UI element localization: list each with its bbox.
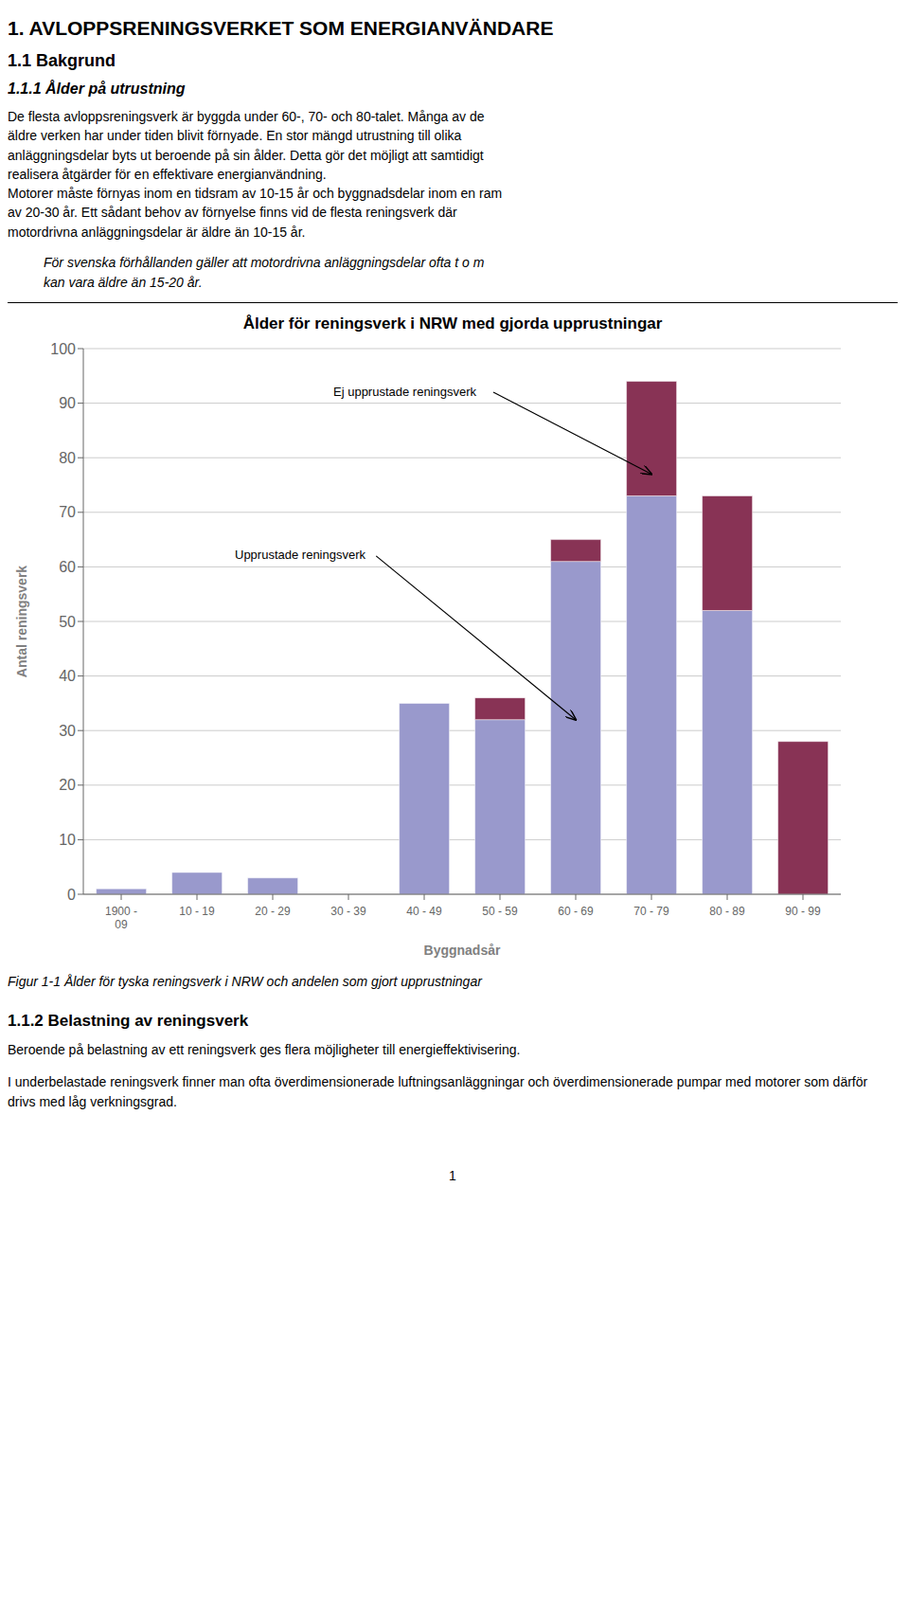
svg-text:80 - 89: 80 - 89 [709,904,746,918]
svg-text:30: 30 [58,722,76,739]
html-text:För svenska förhållanden gälle: För svenska förhållanden gäller att moto… [43,254,485,290]
svg-text:60 - 69: 60 - 69 [557,904,594,918]
svg-text:100: 100 [50,340,76,357]
html-text:Ålder för reningsverk i NRW me: Ålder för reningsverk i NRW med gjorda u… [242,314,663,333]
svg-text:Antal reningsverk: Antal reningsverk [14,565,30,678]
svg-text:50 - 59: 50 - 59 [481,904,518,918]
svg-text:60: 60 [58,558,76,575]
html-text:I underbelastade reningsverk f: I underbelastade reningsverk finner man … [7,1074,868,1109]
svg-text:90: 90 [58,394,76,411]
svg-text:10: 10 [58,831,76,848]
svg-text:50: 50 [58,613,76,630]
svg-text:70 - 79: 70 - 79 [633,904,670,918]
html-text:1: 1 [448,1167,457,1183]
html-text:De flesta avloppsreningsverk ä: De flesta avloppsreningsverk är byggda u… [7,108,502,240]
svg-text:40 - 49: 40 - 49 [406,904,443,918]
svg-text:30 - 39: 30 - 39 [330,904,367,918]
svg-text:Upprustade reningsverk: Upprustade reningsverk [234,547,367,562]
svg-text:10 - 19: 10 - 19 [178,904,215,918]
html-text:1.1.2 Belastning av reningsver: 1.1.2 Belastning av reningsverk [7,1011,249,1030]
svg-text:1900 -09: 1900 -09 [105,904,138,931]
svg-text:80: 80 [58,449,76,466]
html-text:1. AVLOPPSRENINGSVERKET SOM EN: 1. AVLOPPSRENINGSVERKET SOM ENERGIANVÄND… [7,17,554,39]
svg-text:Byggnadsår: Byggnadsår [424,942,501,958]
svg-text:20 - 29: 20 - 29 [254,904,291,918]
svg-text:20: 20 [58,777,76,794]
svg-text:70: 70 [58,504,76,521]
svg-text:40: 40 [58,667,76,684]
html-text:Beroende på belastning av ett: Beroende på belastning av ett reningsver… [7,1041,521,1057]
html-text:Figur 1-1 Ålder för tyska reni: Figur 1-1 Ålder för tyska reningsverk i … [7,973,482,989]
html-text:1.1.1 Ålder på utrustning: 1.1.1 Ålder på utrustning [7,80,186,97]
html-text:1.1 Bakgrund: 1.1 Bakgrund [7,51,116,71]
svg-text:Ej upprustade reningsverk: Ej upprustade reningsverk [333,384,478,399]
svg-text:90 - 99: 90 - 99 [784,904,821,918]
svg-text:0: 0 [67,886,76,903]
